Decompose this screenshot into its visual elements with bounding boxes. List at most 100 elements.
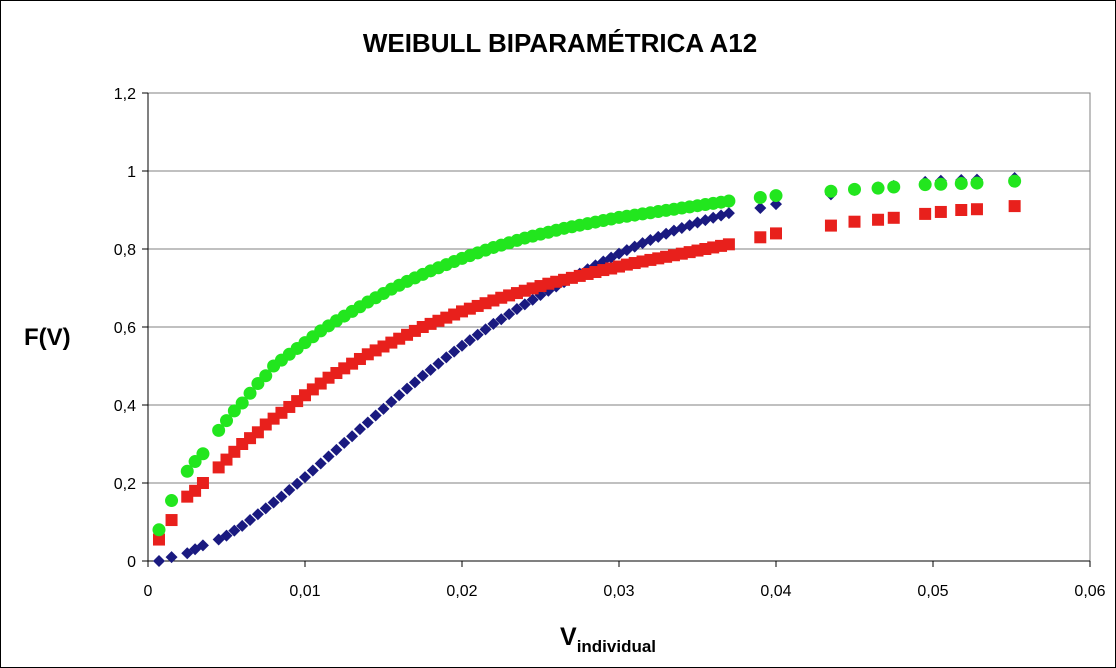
x-axis-label-sub: individual bbox=[577, 637, 656, 656]
point-circle bbox=[970, 176, 984, 190]
point-diamond bbox=[393, 389, 406, 402]
y-tick-labels: 0 0,2 0,4 0,6 0,8 1 1,2 bbox=[114, 86, 136, 571]
y-tick-label: 1,2 bbox=[114, 86, 136, 103]
point-square bbox=[970, 203, 983, 216]
point-circle bbox=[152, 523, 166, 537]
point-square bbox=[848, 215, 861, 228]
y-tick-label: 0,2 bbox=[114, 476, 136, 493]
point-square bbox=[754, 231, 767, 244]
point-square bbox=[722, 238, 735, 251]
point-diamond bbox=[722, 207, 735, 220]
point-circle bbox=[887, 180, 901, 194]
point-diamond bbox=[361, 416, 374, 429]
point-diamond bbox=[510, 303, 523, 316]
x-axis-label-main: V bbox=[560, 623, 577, 651]
point-diamond bbox=[165, 551, 178, 564]
point-circle bbox=[243, 386, 257, 400]
point-diamond bbox=[236, 519, 249, 532]
point-diamond bbox=[487, 317, 500, 330]
series-circle bbox=[152, 174, 1022, 537]
point-square bbox=[955, 204, 968, 216]
point-circle bbox=[848, 182, 861, 196]
point-diamond bbox=[424, 363, 437, 376]
x-tick-label: 0,06 bbox=[1074, 583, 1105, 600]
point-diamond bbox=[220, 529, 233, 542]
x-tick-label: 0,05 bbox=[917, 583, 948, 600]
point-diamond bbox=[377, 402, 390, 415]
x-tick-label: 0,01 bbox=[289, 583, 320, 600]
point-diamond bbox=[346, 430, 359, 443]
y-axis-label: F(V) bbox=[24, 324, 71, 351]
point-square bbox=[660, 250, 673, 263]
point-diamond bbox=[456, 339, 468, 352]
x-tick-label: 0,04 bbox=[760, 583, 791, 600]
point-square bbox=[1008, 200, 1021, 213]
point-circle bbox=[722, 194, 736, 208]
point-diamond bbox=[306, 464, 319, 477]
point-square bbox=[770, 227, 782, 240]
point-diamond bbox=[267, 496, 280, 509]
point-diamond bbox=[503, 308, 516, 321]
point-square bbox=[934, 205, 947, 218]
point-circle bbox=[165, 494, 179, 508]
point-square bbox=[644, 253, 657, 266]
point-circle bbox=[934, 177, 948, 191]
x-axis-label: Vindividual bbox=[560, 623, 656, 656]
y-tick-label: 0,8 bbox=[114, 242, 136, 259]
point-diamond bbox=[152, 555, 165, 567]
data-points bbox=[152, 172, 1022, 567]
point-diamond bbox=[353, 423, 366, 436]
point-square bbox=[872, 213, 885, 226]
point-diamond bbox=[401, 382, 414, 395]
point-square bbox=[636, 255, 649, 268]
y-tick-label: 0,4 bbox=[114, 398, 136, 415]
y-tick-label: 0 bbox=[127, 554, 136, 571]
point-diamond bbox=[283, 484, 296, 497]
point-circle bbox=[220, 414, 233, 428]
point-diamond bbox=[330, 443, 343, 456]
x-tick-label: 0 bbox=[144, 583, 153, 600]
point-circle bbox=[954, 176, 968, 190]
point-diamond bbox=[291, 477, 304, 490]
point-diamond bbox=[408, 376, 421, 389]
point-circle bbox=[753, 191, 767, 205]
point-diamond bbox=[338, 436, 351, 449]
point-circle bbox=[918, 178, 932, 192]
point-circle bbox=[235, 396, 249, 410]
point-diamond bbox=[244, 514, 257, 527]
point-diamond bbox=[299, 471, 311, 484]
series-square bbox=[152, 200, 1021, 546]
chart-title: WEIBULL BIPARAMÉTRICA A12 bbox=[363, 28, 757, 58]
point-circle bbox=[180, 464, 194, 478]
point-diamond bbox=[416, 369, 429, 382]
point-square bbox=[152, 533, 165, 546]
point-diamond bbox=[754, 202, 767, 215]
x-tick-labels: 0 0,01 0,02 0,03 0,04 0,05 0,06 bbox=[144, 583, 1106, 600]
point-square bbox=[244, 432, 257, 445]
point-diamond bbox=[463, 334, 476, 347]
point-square bbox=[196, 477, 209, 489]
point-diamond bbox=[251, 508, 264, 521]
point-diamond bbox=[322, 450, 335, 463]
point-circle bbox=[196, 447, 210, 461]
point-diamond bbox=[369, 409, 382, 422]
point-circle bbox=[871, 181, 885, 195]
y-tick-label: 1 bbox=[127, 164, 136, 181]
point-diamond bbox=[479, 323, 492, 336]
point-circle bbox=[769, 189, 783, 203]
point-square bbox=[652, 252, 665, 265]
x-tick-label: 0,02 bbox=[446, 583, 477, 600]
point-diamond bbox=[259, 502, 272, 515]
point-square bbox=[503, 289, 516, 302]
point-diamond bbox=[440, 351, 453, 364]
point-diamond bbox=[275, 490, 288, 503]
x-tick-label: 0,03 bbox=[603, 583, 634, 600]
point-diamond bbox=[495, 313, 508, 326]
point-circle bbox=[824, 184, 838, 198]
y-tick-label: 0,6 bbox=[114, 320, 136, 337]
point-diamond bbox=[385, 395, 398, 408]
axes bbox=[142, 92, 1091, 567]
point-diamond bbox=[448, 345, 461, 358]
point-diamond bbox=[471, 328, 484, 341]
